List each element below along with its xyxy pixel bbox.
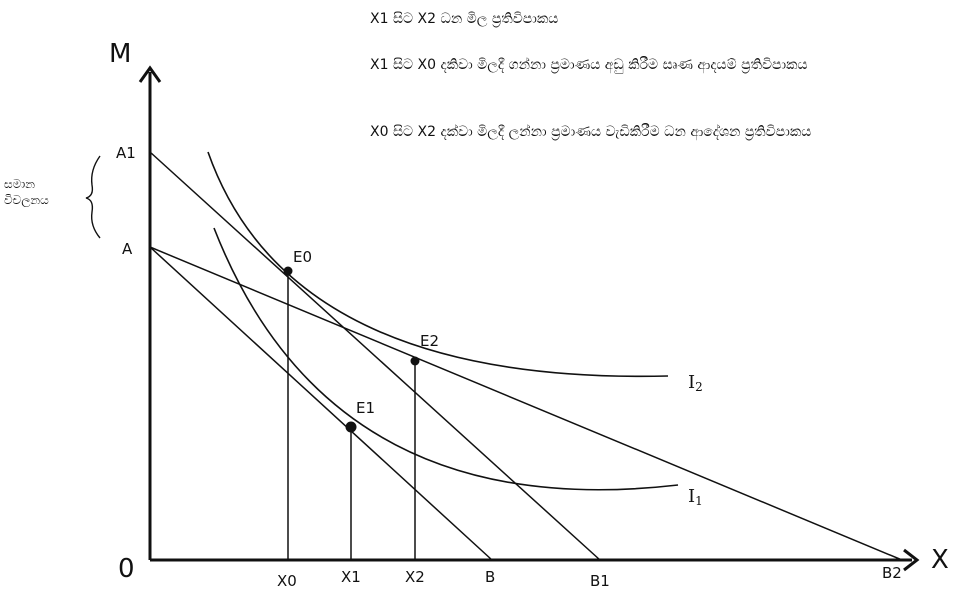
label-e1: E1 — [356, 399, 375, 417]
equivalent-variation-label: සමාන විචලනය — [4, 177, 49, 207]
x-axis-arrow — [903, 548, 920, 572]
label-i1: I1 — [688, 486, 703, 508]
y-tick-a: A — [122, 240, 133, 258]
label-e2: E2 — [420, 332, 439, 350]
point-e0 — [283, 266, 293, 276]
budget-line-a1-b1 — [149, 151, 601, 561]
budget-line-a-b — [149, 246, 493, 561]
label-e0: E0 — [293, 248, 312, 266]
x-tick-b2: B2 — [882, 564, 902, 582]
y-axis-arrow — [138, 65, 162, 83]
budget-line-a-b2 — [149, 246, 903, 561]
equivalent-variation-brace — [85, 155, 101, 239]
note-substitution-effect: X0 සිට X2 දක්වා මිලදී ලන්නා ප්‍රමාණය වැඩ… — [370, 124, 812, 140]
x-tick-x1: X1 — [341, 568, 361, 586]
label-i2: I2 — [688, 372, 703, 394]
origin-label: 0 — [118, 554, 135, 584]
point-e2 — [410, 356, 420, 366]
y-axis-label: M — [109, 39, 131, 69]
x-axis-label: X — [931, 545, 949, 575]
x-tick-b1: B1 — [590, 572, 610, 590]
indifference-curve-i1 — [213, 227, 679, 491]
note-price-effect: X1 සිට X2 ධන මිල ප්‍රතිවිපාකය — [370, 11, 559, 27]
x-tick-b: B — [485, 568, 495, 586]
x-tick-x2: X2 — [405, 568, 425, 586]
x-tick-x0: X0 — [277, 572, 297, 590]
note-income-effect: X1 සිට X0 දකිවා මිලදී ගන්නා ප්‍රමාණය අඩු… — [370, 57, 808, 73]
indifference-curve-i2 — [207, 151, 669, 378]
point-e1 — [345, 421, 357, 433]
y-tick-a1: A1 — [116, 144, 136, 162]
